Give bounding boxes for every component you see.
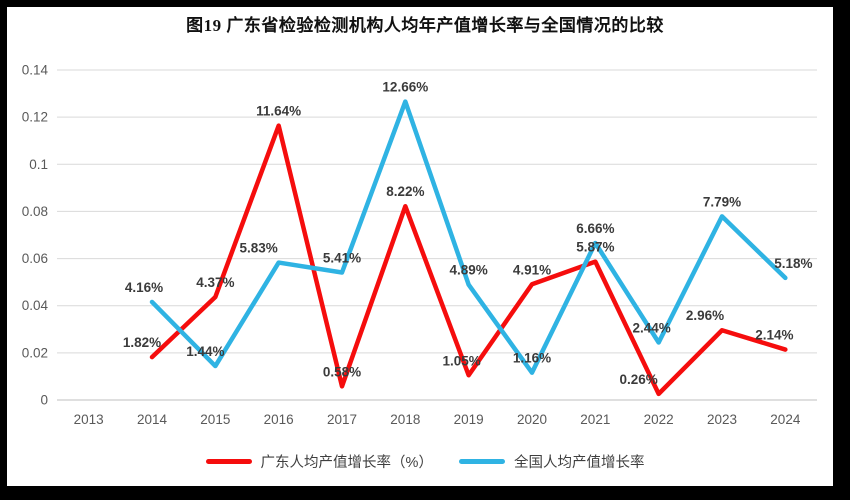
- legend-line-blue-icon: [458, 459, 505, 464]
- y-tick-label: 0.12: [22, 110, 48, 125]
- series-line-0: [149, 123, 788, 397]
- series-line-1: [149, 99, 788, 375]
- data-label: 8.22%: [386, 184, 424, 199]
- data-label: 7.79%: [703, 194, 741, 209]
- x-tick-label: 2024: [770, 412, 801, 427]
- legend-line-red-icon: [205, 459, 252, 464]
- y-tick-label: 0.04: [22, 298, 49, 313]
- y-tick-label: 0.1: [29, 157, 48, 172]
- data-label: 1.05%: [443, 353, 481, 368]
- x-tick-label: 2016: [264, 412, 294, 427]
- legend-label-guangdong: 广东人均产值增长率（%）: [260, 455, 433, 471]
- data-label: 4.91%: [513, 262, 551, 277]
- x-tick-label: 2020: [517, 412, 547, 427]
- data-label: 5.83%: [240, 241, 278, 256]
- legend-item-guangdong: 广东人均产值增长率（%）: [205, 451, 433, 472]
- data-label: 4.16%: [125, 280, 163, 295]
- x-tick-label: 2013: [74, 412, 104, 427]
- data-label: 5.18%: [774, 256, 812, 271]
- data-label: 2.96%: [686, 308, 724, 323]
- x-tick-label: 2014: [137, 412, 168, 427]
- x-tick-label: 2019: [454, 412, 484, 427]
- data-label: 1.44%: [186, 344, 224, 359]
- data-label: 6.66%: [576, 221, 614, 236]
- legend-item-national: 全国人均产值增长率: [458, 451, 645, 472]
- y-tick-label: 0.02: [22, 345, 48, 360]
- data-label: 0.26%: [620, 372, 658, 387]
- data-label: 1.16%: [513, 351, 551, 366]
- legend: 广东人均产值增长率（%） 全国人均产值增长率: [0, 451, 850, 472]
- data-label: 5.87%: [576, 240, 614, 255]
- y-tick-label: 0.08: [22, 204, 48, 219]
- y-tick-label: 0: [40, 393, 48, 408]
- chart-title: 图19 广东省检验检测机构人均年产值增长率与全国情况的比较: [186, 16, 664, 35]
- y-tick-label: 0.06: [22, 251, 48, 266]
- x-tick-label: 2023: [707, 412, 737, 427]
- y-tick-label: 0.14: [22, 63, 49, 78]
- data-label: 0.58%: [323, 364, 361, 379]
- data-label: 2.44%: [633, 320, 671, 335]
- data-label: 1.82%: [123, 335, 161, 350]
- data-label: 4.89%: [450, 263, 488, 278]
- data-label: 2.14%: [755, 328, 793, 343]
- data-label: 11.64%: [256, 104, 301, 119]
- x-tick-label: 2015: [200, 412, 230, 427]
- legend-label-national: 全国人均产值增长率: [513, 455, 645, 471]
- x-tick-label: 2017: [327, 412, 357, 427]
- data-label: 4.37%: [196, 275, 234, 290]
- x-tick-label: 2022: [644, 412, 674, 427]
- x-tick-label: 2018: [390, 412, 420, 427]
- data-label: 12.66%: [382, 80, 428, 95]
- data-label: 5.41%: [323, 250, 361, 265]
- x-tick-label: 2021: [580, 412, 610, 427]
